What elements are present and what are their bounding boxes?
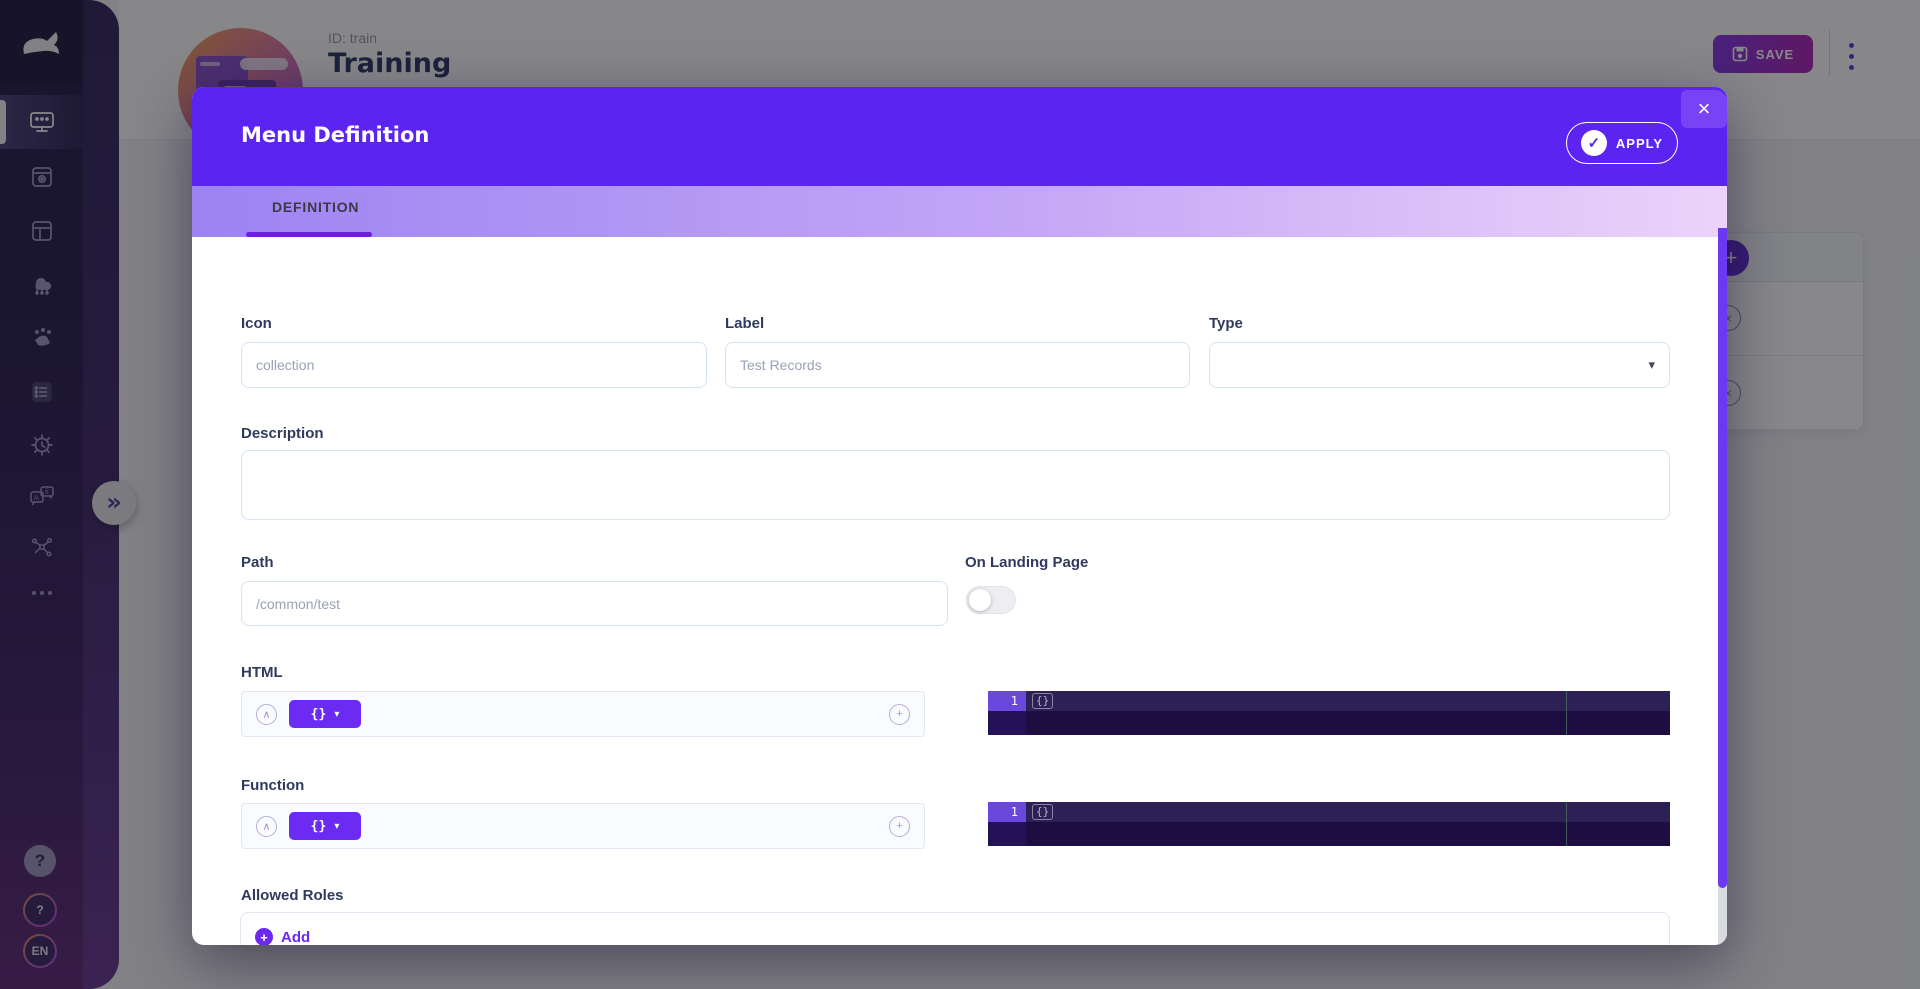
- toggle-knob: [969, 589, 991, 611]
- collapse-icon[interactable]: ∧: [256, 703, 277, 725]
- modal-title: Menu Definition: [241, 123, 430, 147]
- chevron-up-glyph: ∧: [262, 708, 271, 721]
- landing-page-toggle[interactable]: [966, 586, 1016, 614]
- html-expression-widget: ∧ {} ▾ +: [241, 691, 925, 737]
- add-expression-icon[interactable]: +: [889, 815, 910, 837]
- editor-gutter: [988, 711, 1026, 735]
- allowed-roles-panel: + Add: [240, 912, 1670, 945]
- editor-line-number: 1: [988, 691, 1026, 711]
- html-field-label: HTML: [241, 664, 283, 681]
- braces-icon: {}: [310, 818, 327, 834]
- description-textarea[interactable]: [241, 450, 1670, 520]
- modal-header: [192, 87, 1727, 186]
- apply-button[interactable]: ✓ APPLY: [1566, 122, 1678, 164]
- add-role-label: Add: [281, 928, 311, 946]
- add-expression-icon[interactable]: +: [889, 703, 910, 725]
- editor-fold-widget[interactable]: {}: [1032, 804, 1054, 820]
- function-expression-widget: ∧ {} ▾ +: [241, 803, 925, 849]
- chevron-up-glyph: ∧: [262, 820, 271, 833]
- caret-down-icon: ▾: [334, 708, 340, 720]
- editor-gutter: [988, 822, 1026, 846]
- apply-button-label: APPLY: [1615, 135, 1664, 151]
- html-code-editor[interactable]: 1 {}: [988, 691, 1670, 735]
- editor-print-margin: [1566, 802, 1567, 846]
- check-icon: ✓: [1587, 135, 1601, 152]
- editor-fold-widget[interactable]: {}: [1032, 693, 1054, 709]
- tab-definition[interactable]: DEFINITION: [272, 199, 360, 215]
- landing-page-label: On Landing Page: [965, 554, 1089, 571]
- modal-scrollbar-thumb[interactable]: [1718, 228, 1727, 888]
- collapse-icon[interactable]: ∧: [256, 815, 277, 837]
- type-select[interactable]: ▾: [1209, 342, 1670, 388]
- editor-line-number: 1: [988, 802, 1026, 822]
- caret-down-icon: ▾: [1648, 357, 1655, 372]
- plus-glyph: +: [896, 820, 903, 832]
- caret-down-icon: ▾: [334, 820, 340, 832]
- type-field-label: Type: [1209, 315, 1243, 332]
- close-icon: ×: [1697, 96, 1711, 121]
- add-role-button[interactable]: + Add: [255, 928, 335, 945]
- check-circle-icon: ✓: [1580, 130, 1607, 156]
- plus-circle-icon: +: [255, 928, 273, 945]
- plus-glyph: +: [896, 708, 903, 720]
- icon-input[interactable]: [241, 342, 707, 388]
- description-field-label: Description: [241, 425, 324, 442]
- path-input[interactable]: [241, 581, 948, 626]
- function-field-label: Function: [241, 777, 305, 794]
- path-field-label: Path: [241, 554, 274, 571]
- editor-active-line: [988, 802, 1670, 822]
- editor-print-margin: [1566, 691, 1567, 735]
- modal-tab-strip: [192, 186, 1727, 237]
- icon-field-label: Icon: [241, 315, 272, 332]
- function-code-editor[interactable]: 1 {}: [988, 802, 1670, 846]
- close-button[interactable]: ×: [1681, 90, 1727, 128]
- menu-definition-modal: Menu Definition ✓ APPLY × DEFINITION Ico…: [192, 87, 1727, 945]
- function-expression-button[interactable]: {} ▾: [289, 812, 361, 840]
- editor-active-line: [988, 691, 1670, 711]
- allowed-roles-label: Allowed Roles: [241, 887, 344, 904]
- html-expression-button[interactable]: {} ▾: [289, 700, 361, 728]
- label-input[interactable]: [725, 342, 1190, 388]
- braces-icon: {}: [310, 706, 327, 722]
- active-tab-indicator: [246, 232, 372, 237]
- plus-glyph: +: [260, 929, 268, 945]
- label-field-label: Label: [725, 315, 765, 332]
